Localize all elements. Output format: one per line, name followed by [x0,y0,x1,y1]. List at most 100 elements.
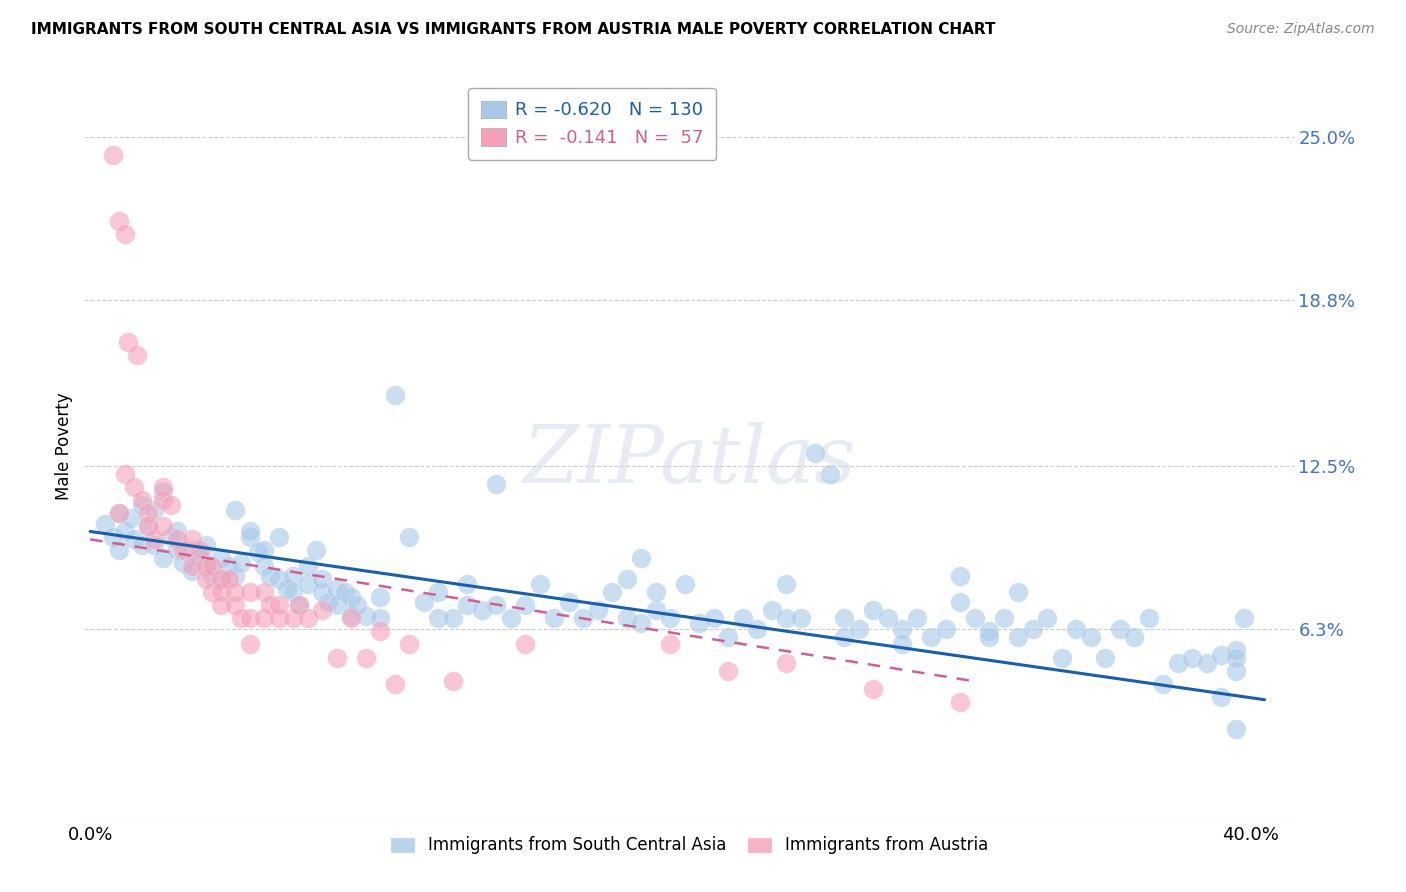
Point [209,550,232,565]
Point [427,611,450,625]
Point [920,630,942,644]
Point [224,598,246,612]
Point [166,542,188,557]
Point [180,542,202,557]
Point [152,550,174,565]
Point [441,674,464,689]
Point [368,611,391,625]
Point [1080,630,1102,644]
Point [247,545,270,559]
Point [789,611,811,625]
Point [717,664,740,678]
Point [239,585,262,599]
Point [297,611,319,625]
Point [616,572,638,586]
Point [529,577,551,591]
Point [616,611,638,625]
Point [239,638,262,652]
Point [281,569,304,583]
Point [949,695,972,709]
Point [818,467,841,481]
Point [775,656,797,670]
Point [1007,585,1029,599]
Point [103,530,125,544]
Point [239,524,262,539]
Point [114,227,136,242]
Point [1167,656,1189,670]
Point [963,611,986,625]
Point [644,585,666,599]
Point [1225,650,1247,665]
Point [297,558,319,573]
Point [259,569,281,583]
Point [1195,656,1218,670]
Point [142,538,165,552]
Point [281,585,304,599]
Point [160,530,183,544]
Point [267,572,290,586]
Point [93,516,115,531]
Point [311,603,333,617]
Point [346,598,368,612]
Point [644,603,666,617]
Point [325,650,347,665]
Point [305,542,328,557]
Point [1181,650,1204,665]
Point [152,492,174,507]
Point [188,542,211,557]
Point [311,585,333,599]
Point [717,630,740,644]
Point [499,611,522,625]
Point [1209,648,1232,662]
Point [949,569,972,583]
Point [259,598,281,612]
Point [136,506,159,520]
Point [1050,650,1073,665]
Point [267,598,290,612]
Point [142,533,165,547]
Point [267,530,290,544]
Point [673,577,696,591]
Point [630,550,652,565]
Point [1225,642,1247,657]
Point [120,511,142,525]
Point [288,598,311,612]
Point [180,558,202,573]
Point [195,558,218,573]
Point [311,572,333,586]
Text: IMMIGRANTS FROM SOUTH CENTRAL ASIA VS IMMIGRANTS FROM AUSTRIA MALE POVERTY CORRE: IMMIGRANTS FROM SOUTH CENTRAL ASIA VS IM… [31,22,995,37]
Point [441,611,464,625]
Point [288,598,311,612]
Point [218,558,240,573]
Point [195,538,218,552]
Point [239,530,262,544]
Point [136,519,159,533]
Point [398,530,420,544]
Point [1021,622,1043,636]
Point [354,608,377,623]
Point [600,585,623,599]
Point [172,556,194,570]
Point [125,348,148,362]
Point [335,585,357,599]
Point [114,524,136,539]
Point [703,611,725,625]
Point [456,577,478,591]
Point [557,595,579,609]
Point [513,638,536,652]
Point [340,611,363,625]
Point [848,622,870,636]
Point [775,577,797,591]
Point [166,524,188,539]
Point [745,622,768,636]
Point [117,335,139,350]
Point [891,622,914,636]
Point [253,542,276,557]
Point [1137,611,1160,625]
Point [209,572,232,586]
Point [993,611,1015,625]
Point [253,558,276,573]
Point [977,630,1000,644]
Point [427,585,450,599]
Point [108,214,131,228]
